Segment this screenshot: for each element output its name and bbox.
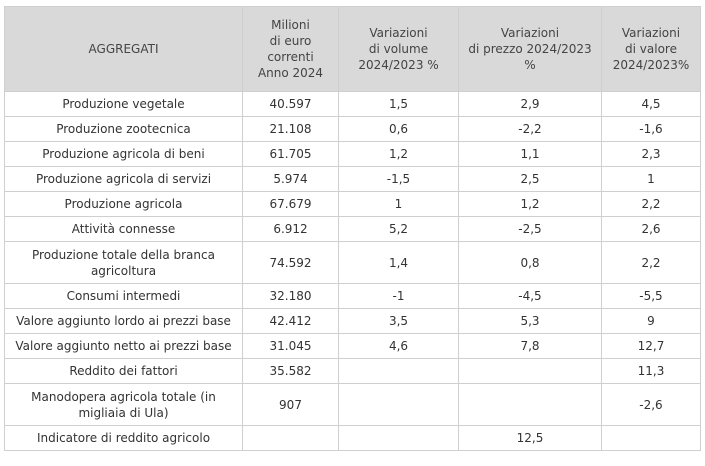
table-row: Produzione agricola 67.679 1 1,2 2,2 <box>4 191 701 217</box>
cell-value: 6.912 <box>242 216 339 242</box>
row-label: Produzione totale della branca agricoltu… <box>4 241 243 284</box>
cell-value: 40.597 <box>242 91 339 117</box>
row-label: Valore aggiunto netto ai prezzi base <box>4 333 243 359</box>
cell-valore: -2,6 <box>601 383 701 426</box>
cell-price: 7,8 <box>458 333 602 359</box>
row-label: Reddito dei fattori <box>4 358 243 384</box>
cell-price: 2,9 <box>458 91 602 117</box>
table-row: Valore aggiunto netto ai prezzi base 31.… <box>4 333 701 359</box>
table-row: Produzione zootecnica 21.108 0,6 -2,2 -1… <box>4 116 701 142</box>
aggregati-table: AGGREGATI Milioni di euro correnti Anno … <box>4 6 701 451</box>
cell-volume: 3,5 <box>338 308 459 334</box>
cell-value: 32.180 <box>242 283 339 309</box>
table-row: Produzione vegetale 40.597 1,5 2,9 4,5 <box>4 91 701 117</box>
cell-value: 74.592 <box>242 241 339 284</box>
cell-price: -4,5 <box>458 283 602 309</box>
row-label: Produzione agricola di servizi <box>4 166 243 192</box>
cell-volume: 1,2 <box>338 141 459 167</box>
cell-value: 67.679 <box>242 191 339 217</box>
cell-valore <box>601 425 701 451</box>
table-row: Attività connesse 6.912 5,2 -2,5 2,6 <box>4 216 701 242</box>
row-label: Produzione agricola <box>4 191 243 217</box>
table-row: Produzione agricola di servizi 5.974 -1,… <box>4 166 701 192</box>
cell-price: -2,5 <box>458 216 602 242</box>
cell-value: 61.705 <box>242 141 339 167</box>
cell-price <box>458 358 602 384</box>
cell-value: 21.108 <box>242 116 339 142</box>
table-row: Manodopera agricola totale (in migliaia … <box>4 383 701 426</box>
cell-volume: 1,4 <box>338 241 459 284</box>
cell-valore: 11,3 <box>601 358 701 384</box>
cell-price: 12,5 <box>458 425 602 451</box>
cell-valore: 2,2 <box>601 191 701 217</box>
header-milioni: Milioni di euro correnti Anno 2024 <box>242 6 339 92</box>
cell-valore: 4,5 <box>601 91 701 117</box>
cell-value <box>242 425 339 451</box>
cell-value: 42.412 <box>242 308 339 334</box>
table-row: Valore aggiunto lordo ai prezzi base 42.… <box>4 308 701 334</box>
row-label: Produzione vegetale <box>4 91 243 117</box>
cell-price: 1,2 <box>458 191 602 217</box>
cell-price: 1,1 <box>458 141 602 167</box>
cell-valore: -1,6 <box>601 116 701 142</box>
table-row: Indicatore di reddito agricolo 12,5 <box>4 425 701 451</box>
row-label: Produzione agricola di beni <box>4 141 243 167</box>
cell-value: 35.582 <box>242 358 339 384</box>
cell-volume: 1 <box>338 191 459 217</box>
cell-value: 5.974 <box>242 166 339 192</box>
header-valore: Variazioni di valore 2024/2023% <box>601 6 701 92</box>
cell-volume: -1,5 <box>338 166 459 192</box>
cell-price: 2,5 <box>458 166 602 192</box>
table-container: AGGREGATI Milioni di euro correnti Anno … <box>4 6 701 451</box>
cell-price: 5,3 <box>458 308 602 334</box>
header-row: AGGREGATI Milioni di euro correnti Anno … <box>4 6 701 92</box>
cell-valore: 2,3 <box>601 141 701 167</box>
cell-valore: 1 <box>601 166 701 192</box>
cell-volume <box>338 425 459 451</box>
cell-volume: 0,6 <box>338 116 459 142</box>
cell-volume <box>338 383 459 426</box>
cell-value: 31.045 <box>242 333 339 359</box>
cell-value: 907 <box>242 383 339 426</box>
row-label: Indicatore di reddito agricolo <box>4 425 243 451</box>
row-label: Consumi intermedi <box>4 283 243 309</box>
cell-volume: -1 <box>338 283 459 309</box>
row-label: Attività connesse <box>4 216 243 242</box>
cell-price: 0,8 <box>458 241 602 284</box>
cell-valore: 2,2 <box>601 241 701 284</box>
cell-volume: 4,6 <box>338 333 459 359</box>
row-label: Manodopera agricola totale (in migliaia … <box>4 383 243 426</box>
table-row: Produzione agricola di beni 61.705 1,2 1… <box>4 141 701 167</box>
cell-valore: 12,7 <box>601 333 701 359</box>
cell-price <box>458 383 602 426</box>
cell-volume: 1,5 <box>338 91 459 117</box>
cell-price: -2,2 <box>458 116 602 142</box>
header-volume: Variazioni di volume 2024/2023 % <box>338 6 459 92</box>
row-label: Valore aggiunto lordo ai prezzi base <box>4 308 243 334</box>
header-aggregati: AGGREGATI <box>4 6 243 92</box>
row-label: Produzione zootecnica <box>4 116 243 142</box>
cell-volume <box>338 358 459 384</box>
cell-valore: -5,5 <box>601 283 701 309</box>
cell-volume: 5,2 <box>338 216 459 242</box>
table-row: Produzione totale della branca agricoltu… <box>4 241 701 284</box>
header-prezzo: Variazioni di prezzo 2024/2023 % <box>458 6 602 92</box>
cell-valore: 9 <box>601 308 701 334</box>
table-row: Consumi intermedi 32.180 -1 -4,5 -5,5 <box>4 283 701 309</box>
cell-valore: 2,6 <box>601 216 701 242</box>
table-row: Reddito dei fattori 35.582 11,3 <box>4 358 701 384</box>
